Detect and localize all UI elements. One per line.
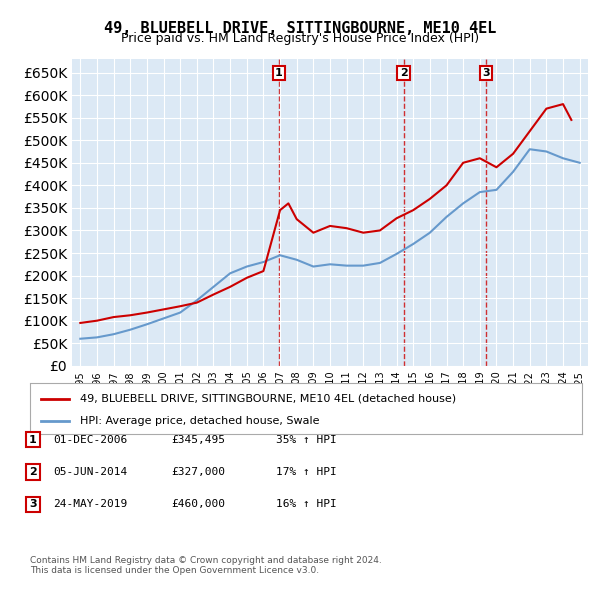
Text: 3: 3 [482, 68, 490, 78]
Text: 01-DEC-2006: 01-DEC-2006 [53, 435, 127, 444]
Text: 2: 2 [29, 467, 37, 477]
Text: 49, BLUEBELL DRIVE, SITTINGBOURNE, ME10 4EL (detached house): 49, BLUEBELL DRIVE, SITTINGBOURNE, ME10 … [80, 394, 456, 404]
Text: 2: 2 [400, 68, 407, 78]
Text: 49, BLUEBELL DRIVE, SITTINGBOURNE, ME10 4EL: 49, BLUEBELL DRIVE, SITTINGBOURNE, ME10 … [104, 21, 496, 35]
Text: 35% ↑ HPI: 35% ↑ HPI [275, 435, 337, 444]
Text: 17% ↑ HPI: 17% ↑ HPI [275, 467, 337, 477]
Text: 1: 1 [275, 68, 283, 78]
Text: 3: 3 [29, 500, 37, 509]
Text: £345,495: £345,495 [171, 435, 225, 444]
Text: Contains HM Land Registry data © Crown copyright and database right 2024.
This d: Contains HM Land Registry data © Crown c… [30, 556, 382, 575]
Text: £460,000: £460,000 [171, 500, 225, 509]
Text: 05-JUN-2014: 05-JUN-2014 [53, 467, 127, 477]
Text: 24-MAY-2019: 24-MAY-2019 [53, 500, 127, 509]
Text: 1: 1 [29, 435, 37, 444]
Text: £327,000: £327,000 [171, 467, 225, 477]
Text: HPI: Average price, detached house, Swale: HPI: Average price, detached house, Swal… [80, 416, 319, 426]
Text: 16% ↑ HPI: 16% ↑ HPI [275, 500, 337, 509]
Text: Price paid vs. HM Land Registry's House Price Index (HPI): Price paid vs. HM Land Registry's House … [121, 32, 479, 45]
